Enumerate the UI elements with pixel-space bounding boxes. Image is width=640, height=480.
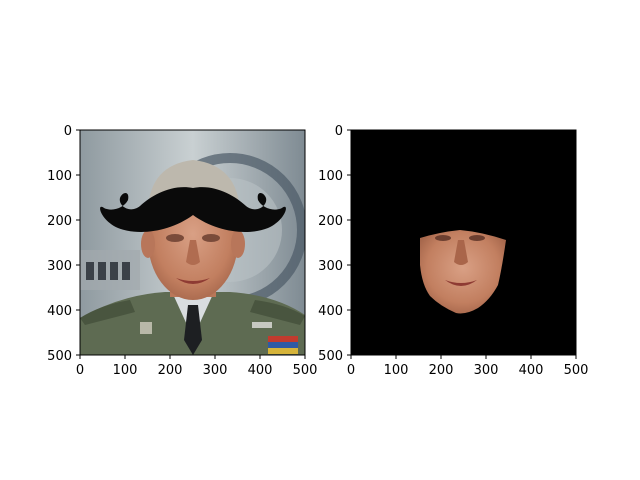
y-tick-label: 100	[47, 169, 72, 184]
x-tick-label: 300	[474, 363, 499, 378]
y-tick-label: 300	[318, 259, 343, 274]
y-tick-label: 500	[47, 349, 72, 364]
x-tick-label: 500	[293, 363, 318, 378]
right-ticks: 0 100 200 300 400 500 0 100 200 300 400 500	[318, 124, 588, 378]
y-tick-label: 400	[47, 304, 72, 319]
y-tick-label: 0	[335, 124, 343, 139]
left-image	[80, 130, 305, 355]
x-tick-label: 100	[384, 363, 409, 378]
y-tick-label: 400	[318, 304, 343, 319]
y-tick-label: 500	[318, 349, 343, 364]
right-image	[351, 130, 576, 355]
y-tick-label: 300	[47, 259, 72, 274]
x-tick-label: 500	[564, 363, 589, 378]
y-tick-label: 100	[318, 169, 343, 184]
y-tick-label: 200	[318, 214, 343, 229]
left-axes-frame	[79, 129, 306, 356]
y-tick-label: 0	[64, 124, 72, 139]
mustache-overlay	[100, 187, 286, 232]
x-tick-label: 400	[519, 363, 544, 378]
x-tick-label: 0	[76, 363, 84, 378]
masked-face	[420, 230, 506, 314]
x-tick-label: 400	[248, 363, 273, 378]
x-tick-label: 100	[113, 363, 138, 378]
right-axes-frame	[350, 129, 577, 356]
left-ticks: 0 100 200 300 400 500 0 100 200 300 400 500	[47, 124, 317, 378]
x-tick-label: 300	[203, 363, 228, 378]
x-tick-label: 200	[429, 363, 454, 378]
x-tick-label: 0	[347, 363, 355, 378]
x-tick-label: 200	[158, 363, 183, 378]
y-tick-label: 200	[47, 214, 72, 229]
